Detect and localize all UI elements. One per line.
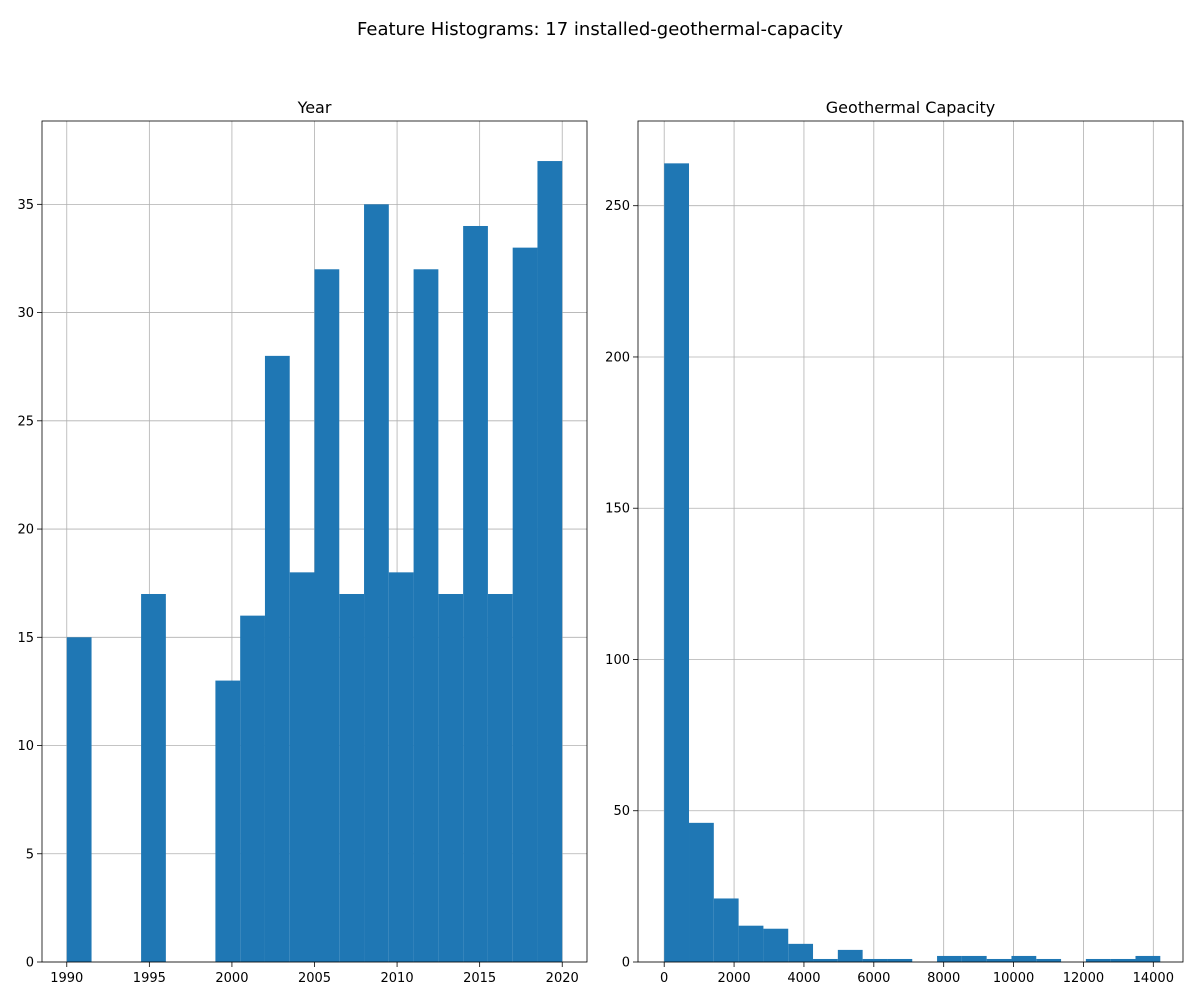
geothermal-capacity-histogram-panel: 0 2000 4000 6000 8000 10000 12000 14000 0 50 100 15… <box>605 98 1184 986</box>
histogram-bar <box>738 925 764 962</box>
x-tick-label: 2000 <box>215 971 248 986</box>
x-tick-label: 2020 <box>546 971 579 986</box>
x-tick-label: 14000 <box>1133 971 1174 986</box>
histogram-bar <box>215 680 241 962</box>
histogram-bar <box>264 355 290 962</box>
y-tick-label: 250 <box>605 199 630 214</box>
histogram-bar <box>887 958 913 962</box>
y-tick-label: 5 <box>26 847 34 862</box>
y-tick-label: 35 <box>17 198 34 213</box>
x-tick-label: 1990 <box>50 971 83 986</box>
histogram-bar <box>438 593 464 962</box>
histogram-bar <box>512 247 538 962</box>
histogram-bar <box>141 593 166 962</box>
histogram-bar <box>537 161 563 963</box>
y-tick-label: 15 <box>17 631 34 646</box>
histogram-bar <box>763 928 789 962</box>
y-tick-label: 20 <box>17 523 34 538</box>
panel-title: Geothermal Capacity <box>826 98 995 117</box>
x-tick-label: 2005 <box>298 971 331 986</box>
y-tick-label: 25 <box>17 414 34 429</box>
year-histogram-panel: 1990 1995 2000 2005 2010 2015 2020 0 5 10 15 20 25 30… <box>17 98 588 986</box>
histogram-bar <box>463 225 488 963</box>
x-tick-label: 0 <box>660 971 668 986</box>
y-tick-label: 200 <box>605 350 630 365</box>
y-tick-label: 0 <box>26 956 34 971</box>
histogram-bar <box>813 958 838 962</box>
histogram-bar <box>66 637 92 962</box>
histogram-bar <box>689 822 714 962</box>
y-tick-label: 0 <box>622 956 630 971</box>
histogram-bar <box>388 572 414 962</box>
histogram-bar <box>1085 958 1111 962</box>
y-tick-label: 50 <box>613 804 630 819</box>
x-tick-label: 2015 <box>463 971 496 986</box>
histogram-bar <box>961 955 987 962</box>
histogram-bar <box>364 204 389 962</box>
x-tick-label: 2000 <box>718 971 751 986</box>
histogram-bar <box>240 615 265 962</box>
plot-area <box>638 121 1183 962</box>
histogram-bar <box>314 269 340 962</box>
x-tick-label: 1995 <box>133 971 166 986</box>
x-tick-label: 8000 <box>927 971 960 986</box>
y-tick-label: 30 <box>17 306 34 321</box>
y-tick-label: 100 <box>605 653 630 668</box>
x-tick-label: 4000 <box>787 971 820 986</box>
histogram-bar <box>788 943 814 962</box>
histogram-bar <box>837 949 863 962</box>
histogram-bar <box>862 958 888 962</box>
histogram-bar <box>1135 955 1161 962</box>
histogram-bar <box>289 572 315 962</box>
x-tick-label: 6000 <box>857 971 890 986</box>
histogram-bar <box>664 163 690 962</box>
histogram-bar <box>1110 958 1136 962</box>
panel-title: Year <box>297 98 332 117</box>
histogram-bar <box>1011 955 1037 962</box>
axes-frame <box>637 120 1184 963</box>
histogram-bar <box>986 958 1012 962</box>
histogram-bar <box>339 593 365 962</box>
histogram-bar <box>937 955 962 962</box>
histogram-bar <box>1036 958 1062 962</box>
figure-title: Feature Histograms: 17 installed-geother… <box>357 19 843 40</box>
histogram-bar <box>713 898 739 962</box>
x-tick-label: 10000 <box>993 971 1034 986</box>
y-tick-label: 150 <box>605 502 630 517</box>
histogram-bar <box>487 593 513 962</box>
y-tick-label: 10 <box>17 739 34 754</box>
histogram-bar <box>413 269 439 962</box>
x-tick-label: 12000 <box>1063 971 1104 986</box>
x-tick-label: 2010 <box>381 971 414 986</box>
